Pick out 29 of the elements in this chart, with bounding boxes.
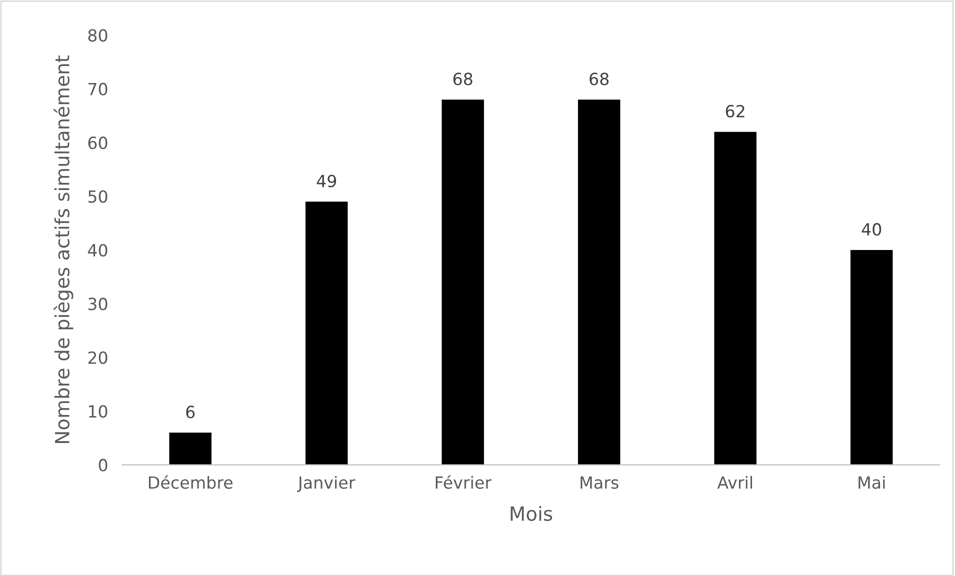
x-tick-label: Mars [580,476,618,489]
data-label: 40 [862,223,882,236]
y-axis-title: Nombre de pièges actifs simultanément [54,56,74,444]
bar [714,132,756,465]
y-tick-label: 30 [88,298,108,310]
x-tick-label: Janvier [297,476,356,492]
bar [305,202,348,465]
y-tick-label: 60 [88,136,108,150]
bar [578,100,620,465]
data-label: 49 [316,174,336,188]
y-tick-label: 20 [88,351,108,364]
data-label: 68 [453,72,472,86]
y-tick-label: 50 [88,190,108,203]
x-tick-label: Décembre [148,475,232,489]
x-tick-label: Avril [717,476,752,489]
x-tick-label: Mai [858,476,885,489]
bar [442,100,484,465]
x-axis-title: Mois [510,506,552,522]
y-tick-label: 40 [88,244,108,257]
bar [169,432,212,465]
x-tick-label: Février [436,475,492,489]
data-label: 6 [186,406,195,418]
bar [850,250,893,465]
y-tick-label: 70 [88,82,108,96]
y-tick-label: 80 [88,29,108,42]
data-label: 62 [726,104,744,118]
data-label: 68 [590,72,609,86]
y-tick-label: 0 [98,458,108,472]
y-tick-label: 10 [88,405,108,418]
